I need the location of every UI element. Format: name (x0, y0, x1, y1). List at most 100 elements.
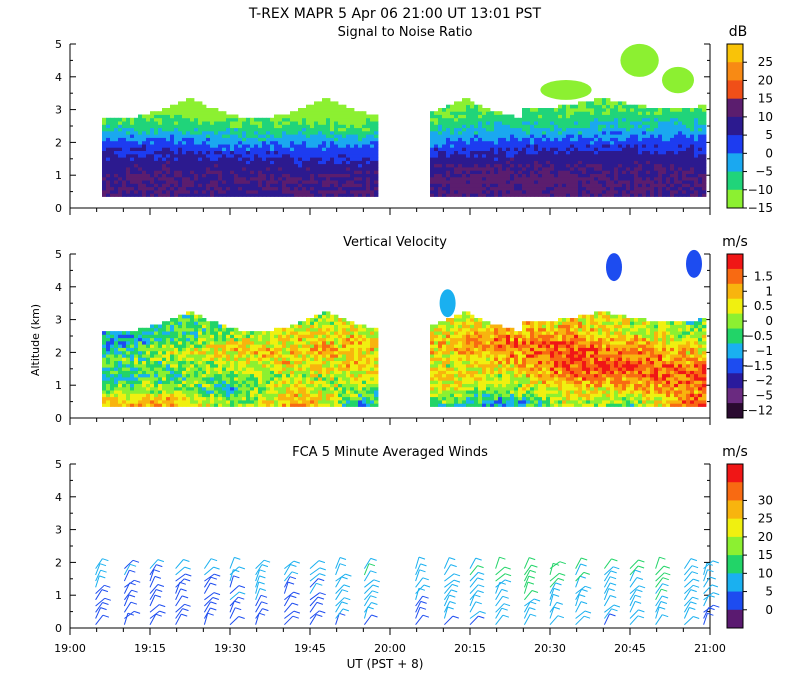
heat-cell (146, 377, 151, 381)
heat-cell (346, 193, 351, 197)
heat-cell (666, 124, 671, 129)
heat-cell (434, 130, 439, 135)
heat-cell (202, 324, 207, 329)
heat-cell (278, 153, 283, 158)
heat-cell (306, 130, 311, 135)
heat-cell (318, 134, 323, 138)
heat-cell (166, 370, 171, 375)
heat-cell (158, 163, 163, 168)
heat-cell (546, 157, 551, 161)
heat-cell (102, 340, 107, 345)
heat-cell (278, 170, 283, 174)
heat-cell (218, 163, 223, 168)
heat-cell (374, 137, 379, 142)
heat-cell (106, 396, 111, 401)
heat-cell (134, 350, 139, 355)
heat-cell (262, 400, 267, 404)
heat-cell (458, 111, 463, 115)
heat-cell (206, 354, 211, 358)
heat-cell (614, 176, 619, 181)
heat-cell (142, 360, 147, 365)
heat-cell (662, 183, 667, 188)
heat-cell (154, 357, 159, 361)
heat-cell (642, 173, 647, 178)
heat-cell (246, 393, 251, 398)
heat-cell (190, 98, 195, 102)
heat-cell (174, 334, 179, 339)
heat-cell (610, 134, 615, 138)
heat-cell (602, 153, 607, 158)
heat-cell (482, 190, 487, 194)
heat-cell (586, 140, 591, 145)
heat-cell (354, 124, 359, 129)
heat-cell (222, 163, 227, 168)
heat-cell (506, 153, 511, 158)
heat-cell (174, 331, 179, 335)
heat-cell (266, 153, 271, 158)
heat-cell (570, 176, 575, 181)
heat-cell (150, 193, 155, 197)
heat-cell (218, 396, 223, 401)
heat-cell (118, 134, 123, 138)
heat-cell (614, 167, 619, 171)
heat-cell (202, 190, 207, 194)
heat-cell (430, 186, 435, 191)
heat-cell (182, 183, 187, 188)
heat-cell (454, 124, 459, 129)
heat-cell (134, 334, 139, 339)
heat-cell (266, 340, 271, 345)
heat-cell (614, 121, 619, 125)
heat-cell (522, 173, 527, 178)
heat-cell (542, 153, 547, 158)
heat-cell (194, 357, 199, 361)
heat-cell (494, 144, 499, 148)
heat-cell (166, 140, 171, 145)
heat-cell (302, 111, 307, 115)
heat-cell (158, 370, 163, 375)
heat-cell (430, 134, 435, 138)
heat-cell (526, 176, 531, 181)
heat-cell (662, 147, 667, 151)
heat-cell (142, 186, 147, 191)
heat-cell (682, 137, 687, 142)
heat-cell (646, 127, 651, 132)
heat-cell (306, 167, 311, 171)
heat-cell (182, 114, 187, 119)
heat-cell (122, 367, 127, 371)
heat-cell (186, 331, 191, 335)
heat-cell (698, 176, 703, 181)
heat-cell (646, 186, 651, 191)
heat-cell (282, 117, 287, 122)
heat-cell (234, 180, 239, 184)
heat-cell (118, 334, 123, 339)
heat-cell (522, 134, 527, 138)
heat-cell (606, 157, 611, 161)
heat-cell (594, 124, 599, 129)
heat-cell (374, 140, 379, 145)
heat-cell (174, 367, 179, 371)
heat-cell (170, 190, 175, 194)
heat-cell (138, 150, 143, 155)
heat-cell (114, 144, 119, 148)
heat-cell (654, 137, 659, 142)
heat-cell (202, 340, 207, 345)
heat-cell (154, 344, 159, 348)
heat-cell (118, 370, 123, 375)
heat-cell (286, 176, 291, 181)
heat-cell (210, 170, 215, 174)
heat-cell (474, 147, 479, 151)
heat-cell (694, 124, 699, 129)
heat-cell (146, 367, 151, 371)
heat-cell (138, 331, 143, 335)
heat-cell (546, 127, 551, 132)
heat-cell (354, 111, 359, 115)
heat-cell (262, 337, 267, 342)
heat-cell (270, 373, 275, 378)
heat-cell (674, 157, 679, 161)
heat-cell (306, 183, 311, 188)
heat-cell (258, 147, 263, 151)
heat-cell (374, 130, 379, 135)
heat-cell (686, 153, 691, 158)
heat-cell (206, 144, 211, 148)
heat-cell (158, 140, 163, 145)
